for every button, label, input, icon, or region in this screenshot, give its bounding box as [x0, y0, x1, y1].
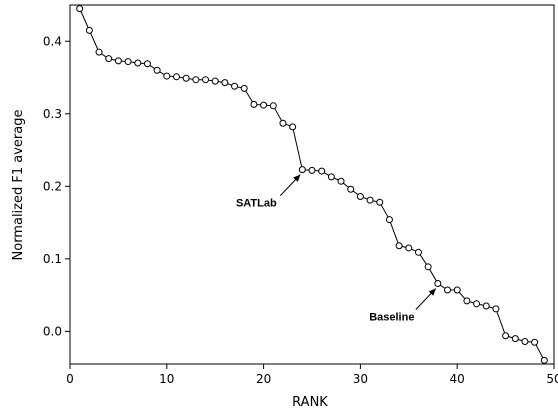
- y-tick-label: 0.2: [43, 179, 62, 193]
- data-point: [85, 26, 93, 34]
- data-point: [221, 79, 229, 87]
- data-point: [473, 300, 481, 308]
- data-point: [172, 73, 180, 81]
- x-tick-label: 50: [546, 372, 558, 386]
- data-point: [463, 297, 471, 305]
- data-point: [260, 101, 268, 109]
- x-tick-label: 30: [353, 372, 368, 386]
- data-point: [366, 196, 374, 204]
- data-point: [424, 263, 432, 271]
- y-axis: 0.0 0.1 0.2 0.3 0.4: [43, 34, 70, 338]
- data-point: [376, 198, 384, 206]
- data-point: [76, 5, 84, 13]
- y-axis-title: Normalized F1 average: [11, 110, 26, 261]
- data-point: [531, 338, 539, 346]
- data-point: [250, 100, 258, 108]
- x-tick-label: 0: [66, 372, 74, 386]
- data-point: [511, 335, 519, 343]
- data-point: [540, 356, 548, 364]
- data-point: [192, 76, 200, 84]
- data-point: [405, 244, 413, 252]
- data-point: [240, 84, 248, 92]
- data-point: [482, 302, 490, 310]
- data-point: [202, 76, 210, 84]
- data-point: [414, 248, 422, 256]
- data-point: [385, 216, 393, 224]
- x-tick-label: 40: [450, 372, 465, 386]
- data-point: [134, 59, 142, 67]
- y-tick-label: 0.0: [43, 324, 62, 338]
- annotation-label: Baseline: [369, 311, 414, 323]
- data-point: [308, 166, 316, 174]
- x-tick-label: 20: [256, 372, 271, 386]
- data-point: [502, 332, 510, 340]
- x-tick-label: 10: [159, 372, 174, 386]
- data-point: [444, 286, 452, 294]
- data-point: [211, 77, 219, 85]
- data-point: [521, 338, 529, 346]
- data-point: [318, 167, 326, 175]
- data-point: [153, 66, 161, 74]
- data-point: [114, 57, 122, 65]
- data-point: [434, 279, 442, 287]
- data-point: [279, 119, 287, 127]
- y-tick-label: 0.1: [43, 252, 62, 266]
- annotation-arrowhead: [293, 174, 301, 182]
- data-point: [395, 242, 403, 250]
- annotation-label: SATLab: [236, 198, 277, 210]
- data-point: [95, 48, 103, 56]
- data-point: [492, 305, 500, 313]
- annotations: SATLab Baseline: [236, 174, 437, 323]
- plot-frame: [69, 4, 555, 365]
- data-point: [143, 60, 151, 68]
- data-point: [337, 177, 345, 185]
- data-point: [356, 192, 364, 200]
- data-point: [231, 82, 239, 90]
- data-point: [347, 185, 355, 193]
- data-point: [327, 173, 335, 181]
- data-point: [124, 58, 132, 66]
- data-point: [105, 55, 113, 63]
- y-tick-label: 0.4: [43, 34, 62, 48]
- x-axis: 0 10 20 30 40 50: [66, 364, 558, 386]
- data-point: [298, 166, 306, 174]
- data-point: [163, 72, 171, 80]
- annotation-arrowhead: [428, 288, 436, 296]
- data-point: [182, 74, 190, 82]
- data-point: [289, 123, 297, 131]
- data-point: [453, 286, 461, 294]
- data-point: [269, 102, 277, 110]
- y-tick-label: 0.3: [43, 107, 62, 121]
- x-axis-title: RANK: [292, 395, 328, 410]
- data-points: [76, 5, 548, 364]
